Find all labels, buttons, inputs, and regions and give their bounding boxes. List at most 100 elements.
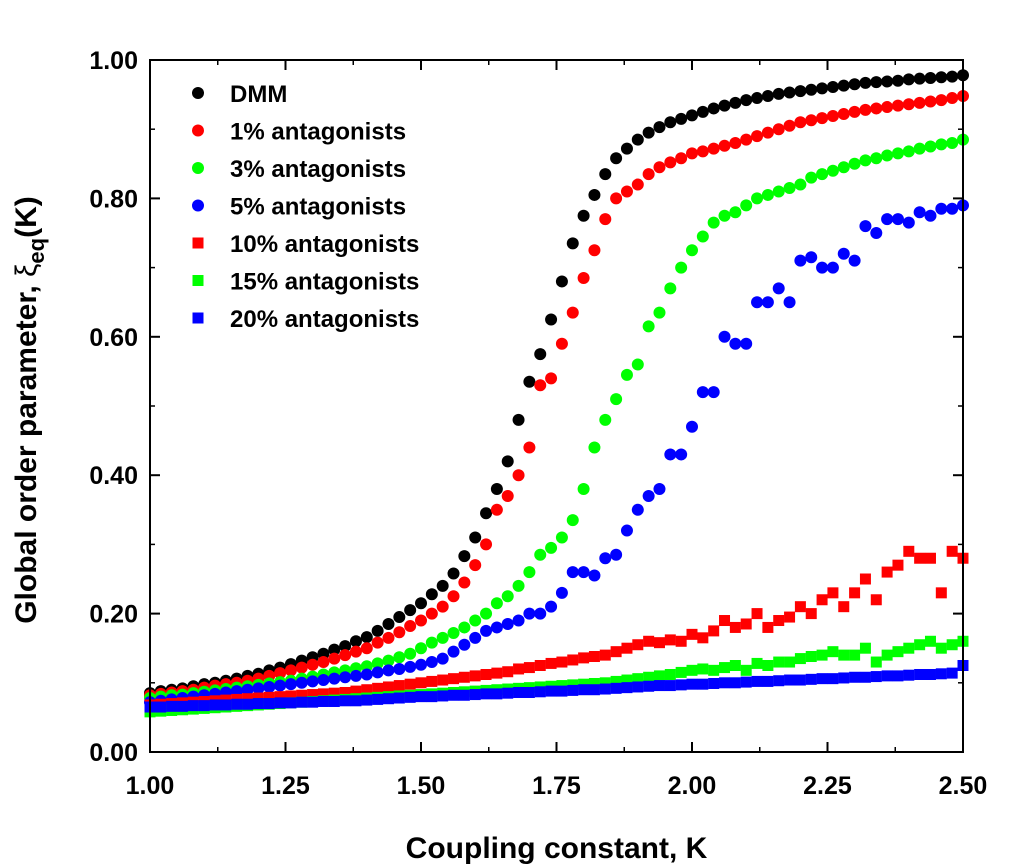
data-point-10pct-antagonists [751, 608, 763, 620]
data-point-10pct-antagonists [794, 601, 806, 613]
data-point-dmm [317, 647, 330, 660]
data-point-5pct-antagonists [306, 675, 319, 688]
data-point-10pct-antagonists [285, 690, 297, 702]
data-point-1pct-antagonists [924, 95, 937, 108]
data-point-dmm [902, 73, 915, 86]
data-point-1pct-antagonists [913, 96, 926, 109]
data-point-3pct-antagonists [545, 541, 558, 554]
data-point-dmm [805, 83, 818, 96]
data-point-10pct-antagonists [881, 566, 893, 578]
axis-ticks [149, 59, 964, 753]
data-point-15pct-antagonists [849, 649, 861, 661]
data-point-3pct-antagonists [620, 368, 633, 381]
data-point-20pct-antagonists [827, 673, 839, 685]
data-point-1pct-antagonists [946, 92, 959, 105]
y-tick-label: 0.00 [89, 739, 138, 767]
data-point-3pct-antagonists [761, 188, 774, 201]
data-point-5pct-antagonists [360, 668, 373, 681]
data-point-5pct-antagonists [761, 296, 774, 309]
x-tick-label: 2.00 [668, 772, 717, 800]
data-point-5pct-antagonists [599, 552, 612, 565]
x-tick-label: 2.50 [939, 772, 988, 800]
data-point-10pct-antagonists [632, 639, 644, 651]
data-point-10pct-antagonists [805, 608, 817, 620]
data-point-20pct-antagonists [784, 674, 796, 686]
data-point-dmm [566, 237, 579, 250]
data-point-dmm [555, 275, 568, 288]
data-point-1pct-antagonists [891, 99, 904, 112]
data-point-1pct-antagonists [534, 379, 547, 392]
data-point-1pct-antagonists [696, 145, 709, 158]
data-point-3pct-antagonists [891, 147, 904, 160]
data-point-10pct-antagonists [393, 680, 405, 692]
data-point-10pct-antagonists [426, 675, 438, 687]
data-point-5pct-antagonists [805, 251, 818, 264]
data-point-3pct-antagonists [924, 140, 937, 153]
data-point-20pct-antagonists [252, 698, 264, 710]
data-point-10pct-antagonists [838, 601, 850, 613]
data-point-3pct-antagonists [837, 161, 850, 174]
data-point-dmm [935, 71, 948, 84]
data-point-3pct-antagonists [729, 206, 742, 219]
data-point-15pct-antagonists [599, 677, 611, 689]
data-point-5pct-antagonists [545, 600, 558, 613]
data-point-dmm [859, 76, 872, 89]
data-point-20pct-antagonists [426, 691, 438, 703]
data-point-1pct-antagonists [686, 147, 698, 160]
data-point-20pct-antagonists [924, 668, 936, 680]
data-point-5pct-antagonists [816, 261, 829, 274]
data-point-5pct-antagonists [339, 671, 352, 684]
data-point-3pct-antagonists [501, 590, 514, 603]
data-point-15pct-antagonists [881, 649, 893, 661]
data-point-dmm [436, 579, 449, 592]
data-point-10pct-antagonists [469, 670, 481, 682]
data-point-3pct-antagonists [859, 154, 872, 167]
data-point-10pct-antagonists [686, 628, 698, 640]
data-point-20pct-antagonists [393, 692, 405, 704]
legend-label-20pct-antagonists: 20% antagonists [230, 306, 419, 333]
data-point-10pct-antagonists [404, 678, 416, 690]
data-point-1pct-antagonists [751, 130, 764, 143]
data-point-20pct-antagonists [448, 689, 460, 701]
data-point-3pct-antagonists [805, 171, 818, 184]
data-point-1pct-antagonists [588, 244, 601, 257]
data-point-20pct-antagonists [242, 698, 254, 710]
data-point-15pct-antagonists [719, 662, 731, 674]
data-point-10pct-antagonists [610, 646, 622, 658]
data-point-3pct-antagonists [631, 358, 644, 371]
data-point-dmm [729, 96, 742, 109]
data-point-10pct-antagonists [437, 674, 449, 686]
data-point-20pct-antagonists [838, 672, 850, 684]
data-point-20pct-antagonists [794, 674, 806, 686]
data-point-5pct-antagonists [523, 607, 536, 620]
data-point-10pct-antagonists [502, 666, 514, 678]
data-point-20pct-antagonists [588, 684, 600, 696]
y-tick-label: 0.40 [89, 462, 138, 490]
data-point-3pct-antagonists [425, 636, 438, 649]
data-point-10pct-antagonists [827, 587, 839, 599]
data-point-20pct-antagonists [415, 691, 427, 703]
data-point-10pct-antagonists [708, 625, 720, 637]
data-point-1pct-antagonists [707, 142, 720, 155]
data-point-3pct-antagonists [718, 209, 731, 222]
data-point-dmm [718, 99, 731, 112]
legend-label-10pct-antagonists: 10% antagonists [230, 231, 419, 258]
y-tick-label: 0.80 [89, 185, 138, 213]
data-point-1pct-antagonists [339, 649, 352, 662]
data-point-10pct-antagonists [458, 671, 470, 683]
data-point-1pct-antagonists [284, 664, 297, 677]
data-point-1pct-antagonists [664, 156, 677, 169]
data-point-1pct-antagonists [740, 133, 753, 146]
legend-label-3pct-antagonists: 3% antagonists [230, 156, 406, 183]
data-point-1pct-antagonists [490, 503, 503, 516]
data-point-3pct-antagonists [696, 230, 709, 243]
data-point-1pct-antagonists [620, 185, 633, 198]
x-tick-label: 1.25 [261, 772, 310, 800]
legend-marker-3pct-antagonists [192, 162, 204, 174]
data-point-20pct-antagonists [382, 693, 394, 705]
x-tick-label: 1.75 [532, 772, 581, 800]
data-point-1pct-antagonists [848, 105, 861, 118]
data-point-dmm [382, 617, 395, 630]
data-point-3pct-antagonists [826, 164, 839, 177]
